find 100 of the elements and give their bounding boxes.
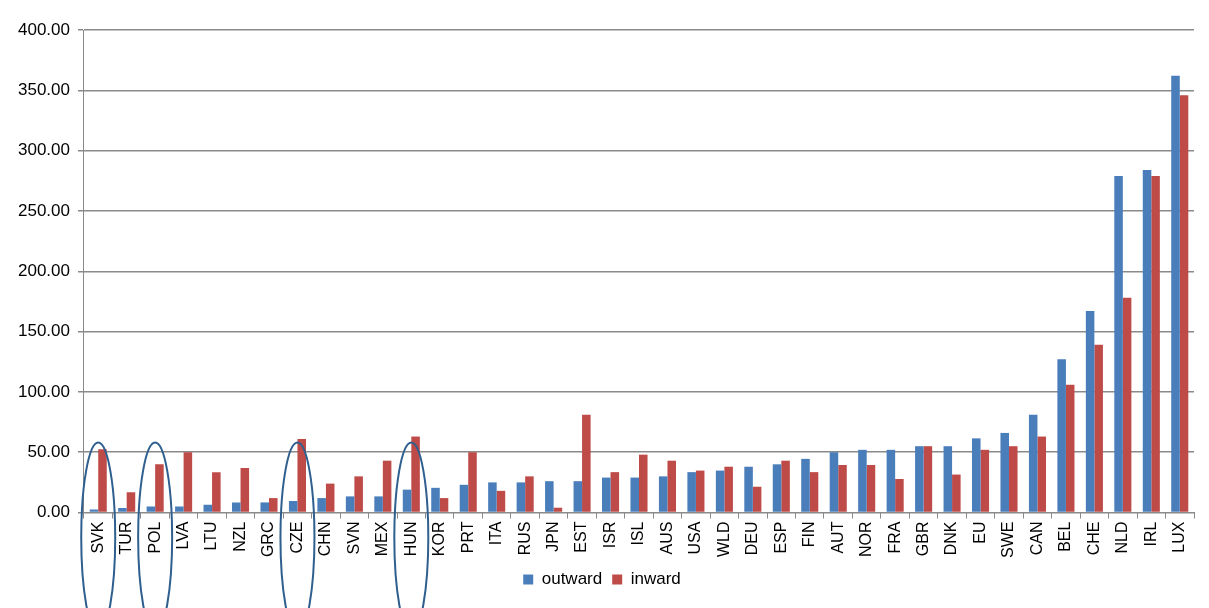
- bar: [1142, 169, 1152, 512]
- bar: [923, 446, 933, 512]
- bar: [829, 452, 839, 512]
- x-tick-label: CHN: [316, 521, 334, 557]
- y-tick-label: 400.00: [18, 19, 70, 39]
- x-tick-label: CZE: [287, 521, 305, 554]
- bar: [1028, 414, 1038, 512]
- bar: [374, 496, 383, 512]
- bar: [801, 458, 810, 512]
- x-tick-label: ISR: [600, 521, 618, 549]
- bar: [980, 449, 990, 512]
- bar: [858, 449, 867, 512]
- bar: [952, 474, 961, 512]
- x-tick-label: RUS: [515, 521, 533, 556]
- x-tick-label: TUR: [117, 521, 135, 555]
- bar: [232, 502, 241, 512]
- y-tick-label: 50.00: [27, 441, 70, 461]
- bar: [687, 472, 696, 512]
- bar: [715, 470, 725, 512]
- bar: [212, 472, 221, 512]
- y-tick-label: 350.00: [18, 80, 70, 100]
- bar: [183, 452, 193, 512]
- bar: [288, 500, 298, 512]
- bar: [781, 460, 790, 512]
- x-tick-label: ISL: [629, 521, 647, 546]
- x-tick-label: SWE: [999, 521, 1017, 559]
- bar: [1037, 436, 1046, 512]
- x-tick-label: SVN: [344, 521, 362, 555]
- x-tick-label: FRA: [885, 521, 903, 554]
- y-tick-label: 200.00: [18, 260, 70, 280]
- bar: [1094, 344, 1103, 512]
- bar: [1122, 297, 1132, 512]
- bar: [525, 476, 534, 512]
- bar: [325, 483, 335, 512]
- bar: [468, 452, 477, 512]
- bar: [98, 449, 107, 512]
- x-tick-label: IRL: [1141, 521, 1159, 547]
- y-tick-label: 0.00: [36, 502, 70, 522]
- bar: [1114, 175, 1123, 512]
- bar: [126, 492, 136, 512]
- bar: [772, 464, 782, 512]
- y-tick-label: 100.00: [18, 381, 70, 401]
- bar: [1000, 432, 1009, 512]
- x-tick-label: JPN: [544, 521, 562, 552]
- x-tick-label: BEL: [1056, 521, 1074, 552]
- x-tick-label: HUN: [401, 521, 419, 557]
- bar: [411, 436, 420, 512]
- bar: [658, 476, 668, 512]
- bar: [496, 490, 506, 512]
- x-tick-label: MEX: [373, 521, 391, 557]
- bar: [175, 506, 184, 512]
- x-tick-label: ESP: [771, 521, 789, 554]
- x-tick-label: CAN: [1027, 521, 1045, 556]
- x-tick-label: LVA: [174, 521, 192, 550]
- bar: [838, 465, 847, 512]
- bar: [573, 481, 583, 512]
- bar: [1057, 359, 1066, 512]
- bar: [809, 472, 819, 512]
- bar: [695, 470, 705, 512]
- bar: [866, 465, 876, 512]
- x-tick-label: DNK: [942, 521, 960, 556]
- bar: [1009, 446, 1018, 512]
- x-tick-label: NOR: [857, 521, 875, 558]
- x-tick-label: LUX: [1170, 521, 1188, 553]
- bar: [439, 498, 449, 512]
- x-tick-label: USA: [686, 521, 704, 555]
- legend-label: outward: [541, 569, 603, 589]
- bar: [488, 482, 497, 512]
- x-tick-label: POL: [145, 521, 163, 554]
- bar: [1085, 311, 1095, 512]
- bar: [553, 507, 563, 512]
- bar: [639, 454, 648, 512]
- bar: [1151, 175, 1160, 512]
- bar: [545, 481, 554, 512]
- y-tick-label: 150.00: [18, 321, 70, 341]
- x-tick-label: GBR: [914, 521, 932, 557]
- x-tick-label: DEU: [743, 521, 761, 556]
- x-tick-label: PRT: [458, 521, 476, 554]
- bar: [354, 476, 363, 512]
- bar: [630, 477, 639, 512]
- bar: [317, 498, 326, 512]
- bar: [402, 489, 412, 512]
- x-tick-label: AUS: [657, 521, 675, 555]
- bar: [297, 438, 306, 512]
- bar: [1171, 75, 1180, 512]
- bar: [886, 449, 896, 512]
- bar: [602, 477, 611, 512]
- bar: [915, 446, 924, 512]
- bar: [155, 464, 164, 512]
- bar: [203, 504, 213, 512]
- bar: [516, 482, 526, 512]
- bar: [345, 496, 355, 512]
- x-tick-label: FIN: [800, 521, 818, 548]
- bar: [260, 502, 269, 512]
- x-tick-label: KOR: [430, 521, 448, 557]
- x-tick-label: EU: [970, 521, 988, 544]
- bar: [744, 466, 753, 512]
- bar: [582, 414, 591, 512]
- bar: [752, 486, 762, 512]
- bar: [382, 460, 392, 512]
